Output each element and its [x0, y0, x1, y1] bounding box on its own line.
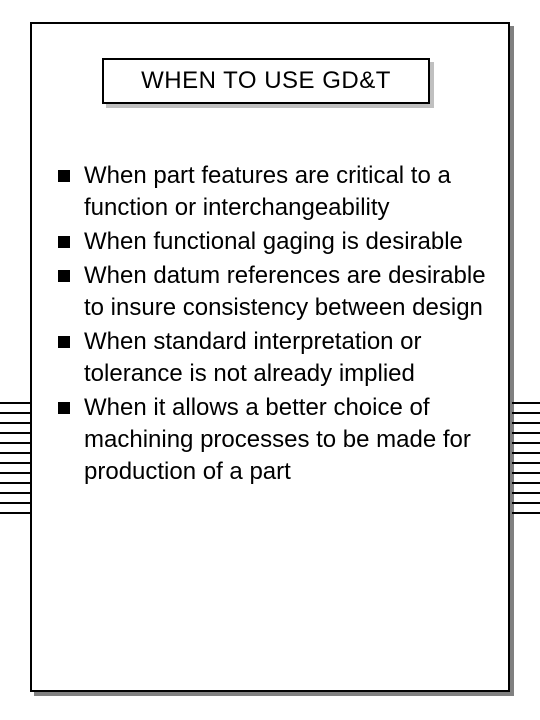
bullet-icon — [58, 270, 70, 282]
slide-title: WHEN TO USE GD&T — [141, 67, 391, 95]
list-item: When functional gaging is desirable — [58, 226, 498, 258]
bullet-icon — [58, 236, 70, 248]
decorative-lines-left — [0, 402, 30, 522]
bullet-list: When part features are critical to a fun… — [58, 160, 498, 490]
list-item: When part features are critical to a fun… — [58, 160, 498, 224]
bullet-icon — [58, 170, 70, 182]
bullet-text: When part features are critical to a fun… — [84, 160, 498, 224]
decorative-lines-right — [510, 402, 540, 522]
list-item: When it allows a better choice of machin… — [58, 392, 498, 488]
bullet-text: When datum references are desirable to i… — [84, 260, 498, 324]
bullet-text: When functional gaging is desirable — [84, 226, 463, 258]
bullet-text: When standard interpretation or toleranc… — [84, 326, 498, 390]
list-item: When standard interpretation or toleranc… — [58, 326, 498, 390]
bullet-text: When it allows a better choice of machin… — [84, 392, 498, 488]
list-item: When datum references are desirable to i… — [58, 260, 498, 324]
title-box: WHEN TO USE GD&T — [102, 58, 430, 104]
bullet-icon — [58, 336, 70, 348]
bullet-icon — [58, 402, 70, 414]
